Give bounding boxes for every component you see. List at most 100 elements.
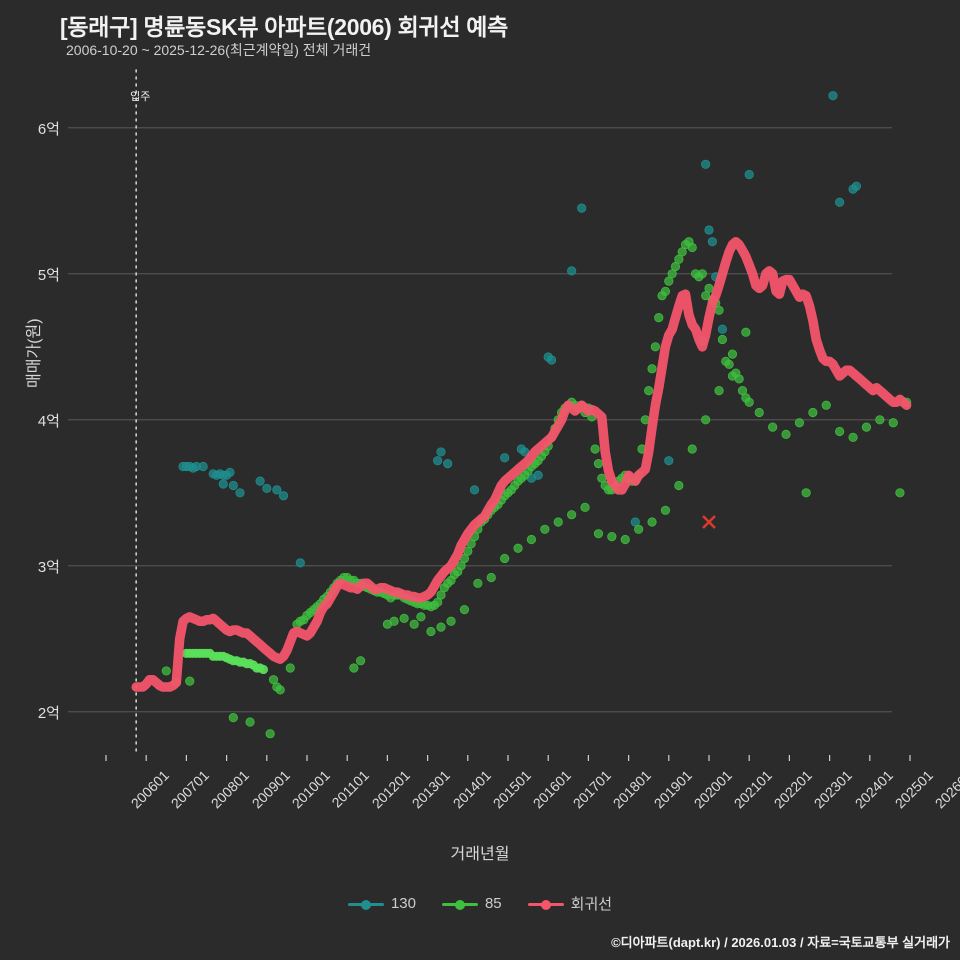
- data-point: [513, 543, 523, 553]
- data-point: [848, 432, 858, 442]
- data-point: [828, 91, 838, 101]
- chart-legend: 130 85 회귀선: [0, 893, 960, 914]
- x-axis-title: 거래년월: [450, 846, 510, 863]
- x-tick-label: 202601: [931, 767, 960, 812]
- data-point: [781, 429, 791, 439]
- data-point: [228, 713, 238, 723]
- plot-area: 매매가(원): [26, 69, 912, 785]
- data-point: [577, 203, 587, 213]
- data-point: [399, 613, 409, 623]
- scatter-series-130: [178, 91, 862, 568]
- data-point: [546, 355, 557, 365]
- data-point: [436, 447, 446, 457]
- data-point: [704, 225, 714, 235]
- data-point: [265, 729, 275, 739]
- data-point: [647, 364, 657, 374]
- data-point: [654, 313, 664, 323]
- data-point: [687, 242, 697, 253]
- data-point: [734, 374, 744, 384]
- data-point: [218, 479, 228, 489]
- highlight-x-marker: [702, 515, 716, 529]
- data-point: [185, 676, 195, 686]
- data-point: [744, 397, 754, 407]
- legend-swatch-icon: [441, 898, 478, 910]
- footer-credit: ©디아파트(dapt.kr) / 2026.01.03 / 자료=국토교통부 실…: [611, 935, 950, 950]
- data-point: [433, 456, 443, 466]
- y-axis-title: 매매가(원): [26, 318, 43, 388]
- legend-swatch-icon: [527, 898, 564, 910]
- data-point: [416, 612, 426, 622]
- data-point: [245, 717, 255, 727]
- data-point: [567, 510, 577, 520]
- data-point: [593, 529, 604, 539]
- data-point: [436, 622, 446, 632]
- data-point: [389, 616, 399, 626]
- data-point: [533, 470, 543, 480]
- data-point: [714, 385, 724, 396]
- data-point: [697, 269, 707, 279]
- data-point: [701, 415, 711, 425]
- data-point: [443, 458, 453, 469]
- data-point: [768, 422, 778, 432]
- data-point: [754, 407, 764, 418]
- data-point: [258, 664, 269, 675]
- regression-line: [131, 236, 912, 692]
- data-point: [647, 517, 657, 527]
- data-point: [607, 531, 617, 542]
- data-point: [262, 483, 272, 494]
- data-point: [285, 663, 295, 673]
- legend-label: 회귀선: [570, 896, 613, 913]
- data-point: [875, 415, 885, 425]
- data-point: [295, 558, 305, 568]
- data-point: [835, 197, 845, 207]
- data-point: [801, 488, 811, 498]
- data-point: [664, 456, 674, 466]
- y-tick-label: 3억: [37, 558, 60, 576]
- data-point: [620, 534, 630, 545]
- data-point: [567, 266, 577, 276]
- data-point: [426, 626, 436, 637]
- y-tick-label: 2억: [37, 704, 60, 722]
- data-point: [861, 422, 872, 432]
- data-point: [500, 453, 510, 463]
- data-point: [704, 283, 714, 293]
- data-point: [355, 656, 366, 666]
- legend-item-130[interactable]: 130: [347, 895, 416, 912]
- data-point: [235, 488, 245, 498]
- data-point: [717, 334, 728, 345]
- data-point: [717, 324, 728, 334]
- movein-label: 입주: [130, 91, 151, 103]
- x-marker-stroke: [702, 515, 716, 529]
- data-point: [272, 485, 282, 495]
- data-point: [634, 524, 644, 534]
- data-point: [225, 467, 235, 477]
- data-point: [851, 181, 862, 191]
- legend-label: 130: [390, 895, 416, 912]
- data-point: [540, 524, 550, 534]
- chart-subtitle: 2006-10-20 ~ 2025-12-26(최근계약일) 전체 거래건: [66, 42, 372, 58]
- legend-label: 85: [484, 895, 502, 912]
- data-point: [593, 458, 604, 469]
- data-point: [644, 385, 654, 396]
- data-point: [459, 604, 470, 615]
- data-point: [727, 349, 738, 359]
- data-point: [888, 418, 898, 428]
- data-point: [660, 286, 671, 296]
- data-point: [161, 666, 171, 676]
- y-tick-label: 4억: [37, 412, 60, 430]
- data-point: [198, 461, 208, 472]
- data-point: [707, 237, 717, 247]
- legend-item-85[interactable]: 85: [441, 895, 502, 912]
- data-point: [409, 619, 419, 629]
- data-point: [650, 342, 661, 352]
- data-point: [660, 505, 671, 515]
- data-point: [687, 444, 697, 454]
- data-point: [446, 616, 456, 626]
- data-point: [580, 502, 590, 512]
- data-point: [674, 480, 684, 491]
- data-point: [486, 572, 496, 583]
- legend-swatch-icon: [347, 898, 384, 910]
- data-point: [469, 485, 480, 495]
- legend-item-회귀선[interactable]: 회귀선: [527, 893, 613, 914]
